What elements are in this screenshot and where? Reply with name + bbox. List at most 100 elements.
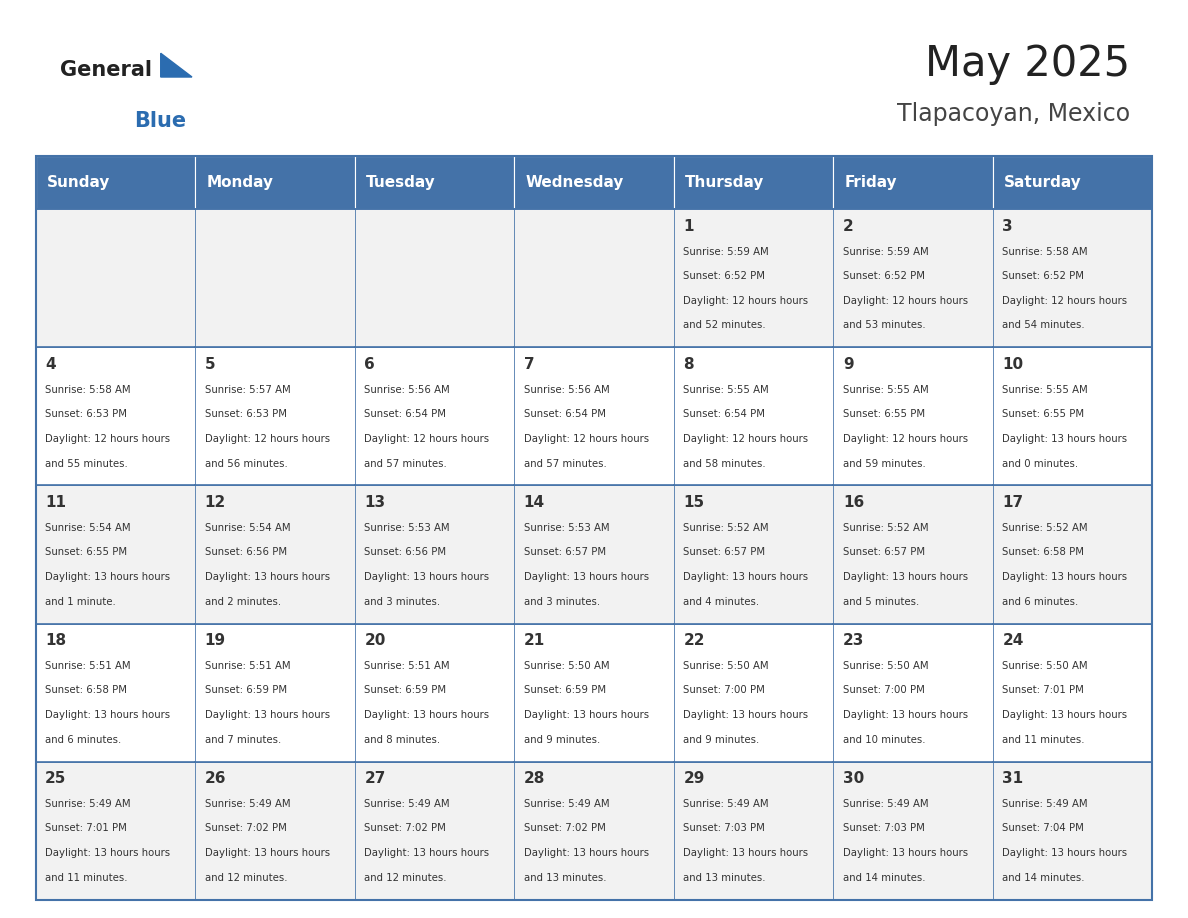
Text: Sunrise: 5:51 AM: Sunrise: 5:51 AM bbox=[365, 661, 450, 671]
FancyBboxPatch shape bbox=[674, 623, 833, 762]
Text: Sunrise: 5:56 AM: Sunrise: 5:56 AM bbox=[524, 385, 609, 395]
Text: and 11 minutes.: and 11 minutes. bbox=[45, 873, 128, 883]
Text: Sunset: 6:57 PM: Sunset: 6:57 PM bbox=[524, 547, 606, 557]
Text: Sunset: 7:01 PM: Sunset: 7:01 PM bbox=[45, 823, 127, 833]
Text: Sunset: 6:57 PM: Sunset: 6:57 PM bbox=[683, 547, 765, 557]
FancyBboxPatch shape bbox=[993, 762, 1152, 900]
Text: 22: 22 bbox=[683, 633, 704, 648]
Text: Sunrise: 5:50 AM: Sunrise: 5:50 AM bbox=[683, 661, 769, 671]
Text: Sunrise: 5:56 AM: Sunrise: 5:56 AM bbox=[365, 385, 450, 395]
Text: Daylight: 13 hours hours: Daylight: 13 hours hours bbox=[1003, 848, 1127, 857]
Text: Sunrise: 5:57 AM: Sunrise: 5:57 AM bbox=[204, 385, 291, 395]
Text: Sunset: 6:54 PM: Sunset: 6:54 PM bbox=[683, 409, 765, 419]
Text: and 14 minutes.: and 14 minutes. bbox=[842, 873, 925, 883]
Text: Friday: Friday bbox=[845, 175, 897, 190]
Text: Sunset: 6:57 PM: Sunset: 6:57 PM bbox=[842, 547, 925, 557]
Text: Daylight: 13 hours hours: Daylight: 13 hours hours bbox=[365, 572, 489, 582]
Text: and 5 minutes.: and 5 minutes. bbox=[842, 597, 920, 607]
Text: Sunrise: 5:53 AM: Sunrise: 5:53 AM bbox=[524, 522, 609, 532]
Text: Daylight: 13 hours hours: Daylight: 13 hours hours bbox=[204, 848, 330, 857]
Text: Daylight: 13 hours hours: Daylight: 13 hours hours bbox=[365, 710, 489, 720]
Text: 24: 24 bbox=[1003, 633, 1024, 648]
Text: 31: 31 bbox=[1003, 771, 1024, 786]
FancyBboxPatch shape bbox=[833, 347, 993, 486]
Text: Sunrise: 5:50 AM: Sunrise: 5:50 AM bbox=[1003, 661, 1088, 671]
Text: Daylight: 13 hours hours: Daylight: 13 hours hours bbox=[524, 572, 649, 582]
Text: Wednesday: Wednesday bbox=[525, 175, 624, 190]
Text: and 9 minutes.: and 9 minutes. bbox=[683, 734, 759, 744]
FancyBboxPatch shape bbox=[674, 347, 833, 486]
Text: 18: 18 bbox=[45, 633, 67, 648]
Text: May 2025: May 2025 bbox=[925, 43, 1130, 85]
Text: Sunset: 7:03 PM: Sunset: 7:03 PM bbox=[683, 823, 765, 833]
Text: Sunrise: 5:49 AM: Sunrise: 5:49 AM bbox=[204, 799, 290, 809]
Text: and 6 minutes.: and 6 minutes. bbox=[1003, 597, 1079, 607]
FancyBboxPatch shape bbox=[514, 156, 674, 209]
Text: and 12 minutes.: and 12 minutes. bbox=[204, 873, 287, 883]
FancyBboxPatch shape bbox=[514, 762, 674, 900]
Text: Sunrise: 5:51 AM: Sunrise: 5:51 AM bbox=[45, 661, 131, 671]
FancyBboxPatch shape bbox=[355, 209, 514, 347]
Text: Sunrise: 5:58 AM: Sunrise: 5:58 AM bbox=[1003, 247, 1088, 257]
Text: 4: 4 bbox=[45, 357, 56, 372]
Text: Sunrise: 5:54 AM: Sunrise: 5:54 AM bbox=[204, 522, 290, 532]
FancyBboxPatch shape bbox=[674, 209, 833, 347]
Text: Daylight: 13 hours hours: Daylight: 13 hours hours bbox=[204, 710, 330, 720]
Text: Sunset: 6:56 PM: Sunset: 6:56 PM bbox=[365, 547, 447, 557]
Text: Sunrise: 5:59 AM: Sunrise: 5:59 AM bbox=[842, 247, 929, 257]
Text: Daylight: 13 hours hours: Daylight: 13 hours hours bbox=[524, 848, 649, 857]
FancyBboxPatch shape bbox=[195, 347, 355, 486]
Text: 19: 19 bbox=[204, 633, 226, 648]
Text: and 13 minutes.: and 13 minutes. bbox=[524, 873, 606, 883]
FancyBboxPatch shape bbox=[514, 347, 674, 486]
Text: and 57 minutes.: and 57 minutes. bbox=[524, 458, 607, 468]
Text: Daylight: 13 hours hours: Daylight: 13 hours hours bbox=[842, 710, 968, 720]
Text: Sunrise: 5:52 AM: Sunrise: 5:52 AM bbox=[1003, 522, 1088, 532]
Text: Daylight: 12 hours hours: Daylight: 12 hours hours bbox=[45, 433, 170, 443]
Text: Daylight: 12 hours hours: Daylight: 12 hours hours bbox=[524, 433, 649, 443]
FancyBboxPatch shape bbox=[195, 156, 355, 209]
Text: Sunrise: 5:55 AM: Sunrise: 5:55 AM bbox=[842, 385, 929, 395]
Text: Daylight: 13 hours hours: Daylight: 13 hours hours bbox=[524, 710, 649, 720]
Polygon shape bbox=[160, 53, 192, 77]
Text: and 59 minutes.: and 59 minutes. bbox=[842, 458, 925, 468]
Text: and 53 minutes.: and 53 minutes. bbox=[842, 320, 925, 330]
Text: Sunset: 6:58 PM: Sunset: 6:58 PM bbox=[1003, 547, 1085, 557]
Text: 1: 1 bbox=[683, 219, 694, 234]
Text: Sunset: 6:54 PM: Sunset: 6:54 PM bbox=[524, 409, 606, 419]
Text: and 55 minutes.: and 55 minutes. bbox=[45, 458, 128, 468]
Text: and 11 minutes.: and 11 minutes. bbox=[1003, 734, 1085, 744]
Text: and 12 minutes.: and 12 minutes. bbox=[365, 873, 447, 883]
FancyBboxPatch shape bbox=[674, 486, 833, 623]
Text: 26: 26 bbox=[204, 771, 226, 786]
Text: Sunrise: 5:58 AM: Sunrise: 5:58 AM bbox=[45, 385, 131, 395]
Text: Sunrise: 5:53 AM: Sunrise: 5:53 AM bbox=[365, 522, 450, 532]
Text: and 9 minutes.: and 9 minutes. bbox=[524, 734, 600, 744]
Text: Sunset: 7:02 PM: Sunset: 7:02 PM bbox=[365, 823, 447, 833]
Text: Sunrise: 5:55 AM: Sunrise: 5:55 AM bbox=[1003, 385, 1088, 395]
Text: Saturday: Saturday bbox=[1004, 175, 1082, 190]
Text: and 3 minutes.: and 3 minutes. bbox=[524, 597, 600, 607]
FancyBboxPatch shape bbox=[36, 347, 195, 486]
FancyBboxPatch shape bbox=[833, 623, 993, 762]
Text: Blue: Blue bbox=[134, 111, 187, 131]
Text: Sunset: 6:52 PM: Sunset: 6:52 PM bbox=[1003, 271, 1085, 281]
Text: and 13 minutes.: and 13 minutes. bbox=[683, 873, 766, 883]
Text: Sunset: 6:56 PM: Sunset: 6:56 PM bbox=[204, 547, 286, 557]
Text: Sunrise: 5:52 AM: Sunrise: 5:52 AM bbox=[683, 522, 769, 532]
Text: Sunset: 6:59 PM: Sunset: 6:59 PM bbox=[524, 685, 606, 695]
Text: Monday: Monday bbox=[207, 175, 273, 190]
Text: Sunrise: 5:50 AM: Sunrise: 5:50 AM bbox=[842, 661, 929, 671]
Text: and 56 minutes.: and 56 minutes. bbox=[204, 458, 287, 468]
Text: and 6 minutes.: and 6 minutes. bbox=[45, 734, 121, 744]
FancyBboxPatch shape bbox=[36, 209, 195, 347]
Text: Sunset: 6:58 PM: Sunset: 6:58 PM bbox=[45, 685, 127, 695]
FancyBboxPatch shape bbox=[993, 486, 1152, 623]
Text: Tlapacoyan, Mexico: Tlapacoyan, Mexico bbox=[897, 102, 1130, 126]
FancyBboxPatch shape bbox=[195, 209, 355, 347]
Text: Sunset: 7:02 PM: Sunset: 7:02 PM bbox=[204, 823, 286, 833]
Text: Sunset: 6:52 PM: Sunset: 6:52 PM bbox=[683, 271, 765, 281]
Text: Sunrise: 5:49 AM: Sunrise: 5:49 AM bbox=[1003, 799, 1088, 809]
Text: Daylight: 13 hours hours: Daylight: 13 hours hours bbox=[365, 848, 489, 857]
FancyBboxPatch shape bbox=[195, 623, 355, 762]
